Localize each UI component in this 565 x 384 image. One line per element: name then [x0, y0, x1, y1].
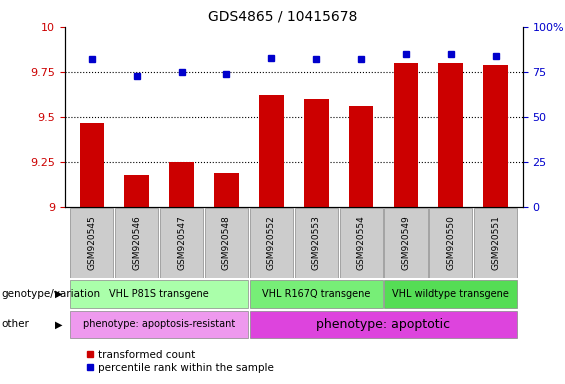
- Text: phenotype: apoptosis-resistant: phenotype: apoptosis-resistant: [83, 319, 235, 329]
- Bar: [80, 122, 104, 207]
- Bar: [71, 311, 248, 338]
- Text: GSM920551: GSM920551: [491, 215, 500, 270]
- Bar: [394, 63, 418, 207]
- Text: ▶: ▶: [55, 319, 62, 329]
- Legend: transformed count, percentile rank within the sample: transformed count, percentile rank withi…: [81, 346, 278, 377]
- Text: VHL R167Q transgene: VHL R167Q transgene: [262, 289, 371, 299]
- Bar: [484, 65, 508, 207]
- Bar: [160, 208, 203, 278]
- Bar: [214, 173, 239, 207]
- Text: GSM920549: GSM920549: [402, 215, 410, 270]
- Text: GDS4865 / 10415678: GDS4865 / 10415678: [208, 10, 357, 23]
- Text: genotype/variation: genotype/variation: [1, 289, 100, 299]
- Text: GSM920548: GSM920548: [222, 215, 231, 270]
- Bar: [340, 208, 383, 278]
- Text: GSM920545: GSM920545: [88, 215, 97, 270]
- Bar: [115, 208, 158, 278]
- Bar: [71, 280, 248, 308]
- Text: GSM920554: GSM920554: [357, 215, 366, 270]
- Bar: [384, 280, 517, 308]
- Bar: [474, 208, 517, 278]
- Bar: [71, 208, 114, 278]
- Text: GSM920546: GSM920546: [132, 215, 141, 270]
- Bar: [250, 208, 293, 278]
- Bar: [250, 280, 383, 308]
- Text: VHL P81S transgene: VHL P81S transgene: [109, 289, 209, 299]
- Text: GSM920547: GSM920547: [177, 215, 186, 270]
- Bar: [304, 99, 329, 207]
- Bar: [124, 175, 149, 207]
- Bar: [170, 162, 194, 207]
- Bar: [205, 208, 248, 278]
- Text: GSM920550: GSM920550: [446, 215, 455, 270]
- Bar: [438, 63, 463, 207]
- Bar: [250, 311, 517, 338]
- Text: other: other: [1, 319, 29, 329]
- Bar: [349, 106, 373, 207]
- Text: GSM920553: GSM920553: [312, 215, 321, 270]
- Bar: [295, 208, 338, 278]
- Bar: [259, 96, 284, 207]
- Text: GSM920552: GSM920552: [267, 215, 276, 270]
- Text: ▶: ▶: [55, 289, 62, 299]
- Text: phenotype: apoptotic: phenotype: apoptotic: [316, 318, 451, 331]
- Bar: [429, 208, 472, 278]
- Text: VHL wildtype transgene: VHL wildtype transgene: [393, 289, 509, 299]
- Bar: [384, 208, 428, 278]
